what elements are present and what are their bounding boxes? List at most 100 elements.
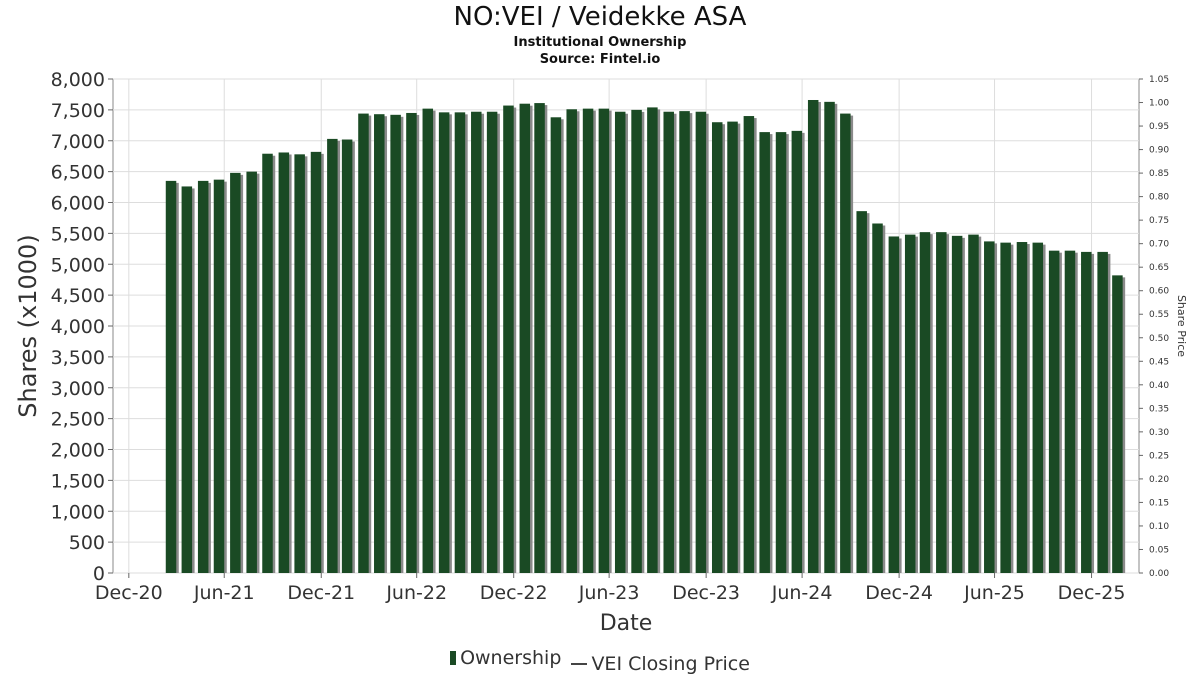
y-tick-label: 3,000 bbox=[51, 378, 105, 400]
ownership-bar bbox=[856, 211, 867, 573]
ownership-bar bbox=[968, 234, 979, 574]
x-tick-label: Jun-25 bbox=[963, 582, 1025, 604]
y2-tick-label: 0.10 bbox=[1149, 522, 1169, 532]
ownership-bar bbox=[1032, 242, 1044, 573]
legend-item-price: VEI Closing Price bbox=[571, 653, 750, 675]
y-tick-label: 2,500 bbox=[51, 409, 105, 431]
x-axis: Dec-20 Jun-21 Dec-21 Jun-22 Dec-22 Jun-23 Dec-… bbox=[95, 573, 1125, 604]
ownership-bar bbox=[951, 235, 963, 573]
ownership-bar bbox=[872, 223, 883, 573]
y-tick-label: 6,500 bbox=[51, 162, 105, 184]
y-tick-label: 5,000 bbox=[51, 254, 105, 276]
y2-tick-label: 0.90 bbox=[1149, 146, 1169, 156]
ownership-bar bbox=[213, 179, 225, 573]
ownership-bar bbox=[727, 121, 738, 574]
ownership-bar bbox=[663, 111, 674, 573]
x-tick-label: Dec-22 bbox=[480, 582, 548, 604]
x-tick-label: Jun-23 bbox=[578, 582, 640, 604]
legend: Ownership VEI Closing Price bbox=[0, 647, 1200, 675]
y2-tick-label: 1.00 bbox=[1149, 99, 1169, 109]
ownership-bar bbox=[888, 236, 900, 573]
y2-tick-label: 0.25 bbox=[1149, 451, 1169, 461]
y-tick-label: 4,500 bbox=[51, 285, 105, 307]
ownership-bar bbox=[1064, 250, 1076, 574]
y-tick-label: 1,000 bbox=[51, 501, 105, 523]
ownership-bar bbox=[165, 180, 177, 573]
line-swatch-icon bbox=[571, 663, 588, 665]
y-tick-label: 500 bbox=[69, 532, 105, 554]
ownership-bar bbox=[1097, 251, 1108, 573]
chart-subtitle: Institutional Ownership bbox=[513, 35, 687, 50]
bar-swatch-icon bbox=[450, 651, 457, 665]
legend-label-price: VEI Closing Price bbox=[591, 653, 750, 675]
y2-tick-label: 0.80 bbox=[1149, 193, 1169, 203]
ownership-bar bbox=[197, 180, 209, 573]
y2-tick-label: 0.45 bbox=[1149, 357, 1169, 367]
ownership-bar bbox=[454, 112, 466, 573]
y-tick-label: 7,500 bbox=[51, 100, 105, 122]
ownership-bar bbox=[390, 114, 401, 573]
y-tick-label: 0 bbox=[93, 563, 105, 585]
ownership-bar bbox=[438, 112, 450, 573]
ownership-bar bbox=[230, 172, 241, 574]
y2-tick-label: 0.00 bbox=[1149, 569, 1169, 579]
ownership-bar bbox=[310, 151, 322, 574]
legend-item-ownership: Ownership bbox=[450, 647, 561, 669]
ownership-bar bbox=[471, 111, 482, 573]
y2-tick-label: 0.85 bbox=[1149, 169, 1169, 179]
y2-tick-label: 0.30 bbox=[1149, 428, 1169, 438]
ownership-bar bbox=[550, 117, 562, 573]
ownership-bar bbox=[486, 111, 498, 573]
y2-tick-label: 0.15 bbox=[1149, 498, 1169, 508]
ownership-bar bbox=[262, 153, 273, 573]
x-axis-label: Date bbox=[600, 611, 653, 636]
x-tick-label: Dec-23 bbox=[672, 582, 740, 604]
y-axis-right: 0.00 0.05 0.10 0.15 0.20 0.25 0.30 0.35 0.40 0.45… bbox=[1139, 75, 1169, 579]
ownership-bar bbox=[679, 111, 690, 574]
x-tick-label: Jun-24 bbox=[771, 582, 833, 604]
ownership-bar bbox=[919, 232, 931, 573]
ownership-bar bbox=[984, 241, 995, 573]
y-tick-label: 3,500 bbox=[51, 347, 105, 369]
ownership-bar bbox=[406, 112, 417, 574]
y2-tick-label: 1.05 bbox=[1149, 75, 1169, 85]
ownership-bar bbox=[294, 154, 305, 573]
ownership-bar bbox=[647, 107, 658, 573]
y-axis-label: Shares (x1000) bbox=[14, 234, 42, 417]
y-tick-label: 7,000 bbox=[51, 131, 105, 153]
ownership-bar bbox=[1048, 250, 1060, 574]
ownership-bar bbox=[807, 99, 819, 574]
ownership-bar bbox=[1112, 275, 1123, 573]
y2-tick-label: 0.95 bbox=[1149, 122, 1169, 132]
x-tick-label: Dec-21 bbox=[287, 582, 355, 604]
y-tick-label: 8,000 bbox=[51, 69, 105, 91]
ownership-bar bbox=[631, 109, 642, 573]
ownership-bar bbox=[743, 116, 755, 574]
y2-tick-label: 0.05 bbox=[1149, 545, 1169, 555]
y-tick-label: 4,000 bbox=[51, 316, 105, 338]
y2-axis-label: Share Price bbox=[1175, 295, 1188, 357]
y2-tick-label: 0.20 bbox=[1149, 475, 1169, 485]
chart-source: Source: Fintel.io bbox=[539, 52, 661, 67]
ownership-bar bbox=[422, 108, 434, 573]
ownership-bar bbox=[695, 111, 707, 573]
y2-tick-label: 0.55 bbox=[1149, 310, 1169, 320]
ownership-bar bbox=[1016, 242, 1028, 573]
ownership-bar bbox=[181, 186, 193, 573]
chart-title: NO:VEI / Veidekke ASA bbox=[453, 2, 747, 32]
y-tick-label: 6,000 bbox=[51, 193, 105, 215]
x-tick-label: Dec-24 bbox=[865, 582, 933, 604]
ownership-bar bbox=[1081, 251, 1092, 573]
y-tick-label: 2,000 bbox=[51, 440, 105, 462]
x-tick-label: Dec-20 bbox=[95, 582, 163, 604]
ownership-bar bbox=[327, 138, 338, 573]
ownership-bar bbox=[840, 113, 851, 573]
ownership-bar bbox=[503, 105, 514, 574]
y-tick-label: 5,500 bbox=[51, 223, 105, 245]
y-axis-left: 0 500 1,000 1,500 2,000 2,500 3,000 3,500 4,000 4… bbox=[51, 69, 113, 585]
legend-label-ownership: Ownership bbox=[460, 647, 562, 669]
ownership-bar bbox=[374, 114, 385, 573]
ownership-bar bbox=[759, 132, 770, 574]
ownership-bars bbox=[165, 99, 1126, 574]
